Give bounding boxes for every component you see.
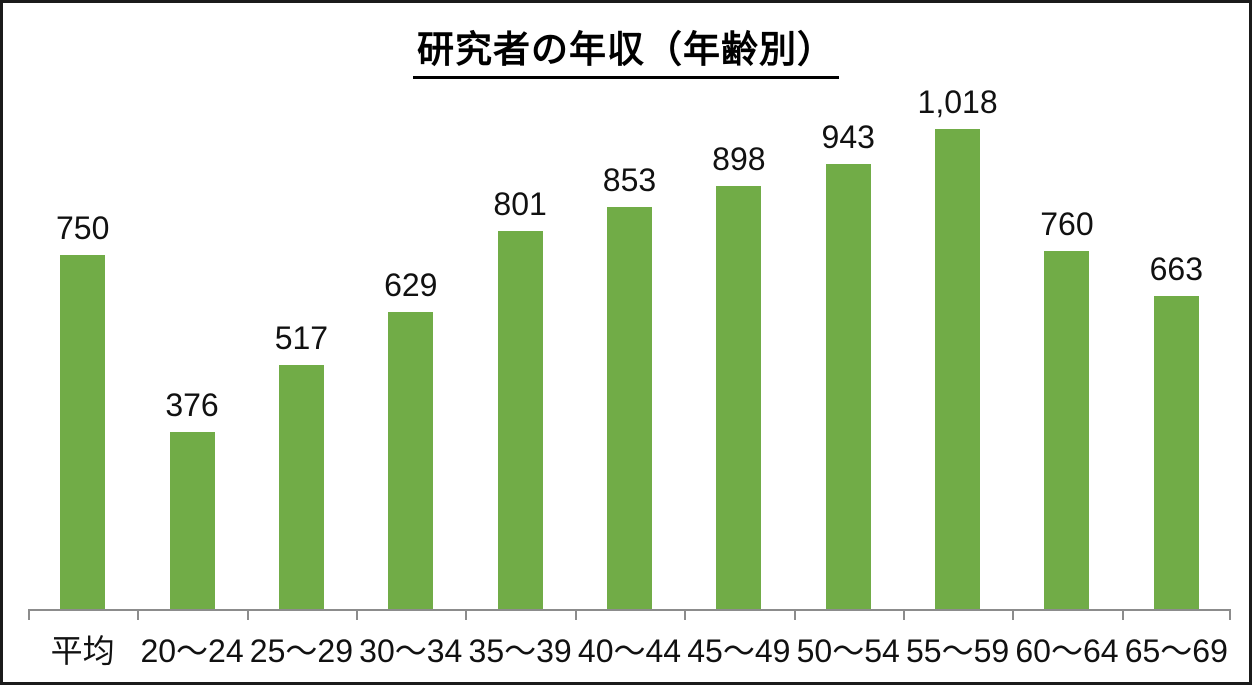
bar	[388, 312, 434, 609]
x-axis-label: 30～34	[359, 633, 463, 669]
x-axis-label: 50～54	[796, 633, 900, 669]
bar	[607, 207, 652, 609]
x-axis-tick	[684, 611, 686, 620]
x-axis-line	[28, 609, 1231, 611]
x-axis-tick	[247, 611, 249, 620]
x-axis-tick	[1122, 611, 1124, 620]
x-axis-label: 25～29	[249, 633, 353, 669]
bar-value-label: 750	[55, 210, 110, 246]
bar	[716, 186, 762, 609]
bar-value-label: 1,018	[917, 84, 998, 120]
x-axis-tick	[356, 611, 358, 620]
x-axis-tick	[1229, 611, 1231, 620]
x-axis-label: 55～59	[905, 633, 1010, 669]
chart-stage: 研究者の年収（年齢別） 750 平均 376 20～24 517 25～29 629 30～3…	[3, 3, 1249, 682]
x-axis-label: 40～44	[577, 633, 682, 669]
bar-value-label: 760	[1040, 206, 1094, 242]
x-axis-tick	[903, 611, 905, 620]
bar	[278, 365, 324, 609]
x-axis-label: 45～49	[687, 633, 791, 669]
bar-value-label: 663	[1149, 251, 1203, 287]
bar	[169, 432, 215, 609]
bar	[825, 164, 871, 609]
x-axis-tick	[465, 611, 467, 620]
x-axis-tick	[28, 611, 30, 620]
x-axis-tick	[794, 611, 796, 620]
bar-value-label: 801	[493, 186, 547, 222]
bar-value-label: 898	[712, 141, 766, 177]
x-axis-tick	[575, 611, 577, 620]
plot-area: 750 平均 376 20～24 517 25～29 629 30～34 801 35～39 853…	[28, 84, 1231, 669]
x-axis-label: 60～64	[1015, 633, 1119, 669]
bar-value-label: 517	[274, 320, 329, 356]
x-axis-label: 平均	[50, 633, 115, 669]
x-axis-label: 65～69	[1124, 633, 1228, 669]
bar	[935, 129, 981, 609]
bar-value-label: 943	[821, 119, 875, 155]
bar-value-label: 629	[384, 267, 438, 303]
bar	[1044, 251, 1090, 609]
bar-value-label: 376	[165, 387, 219, 423]
x-axis-label: 35～39	[468, 633, 572, 669]
chart-title: 研究者の年収（年齢別）	[413, 19, 839, 79]
x-axis-label: 20～24	[140, 633, 244, 669]
bar-value-label: 853	[602, 162, 657, 198]
bar	[60, 255, 106, 609]
x-axis-tick	[1012, 611, 1014, 620]
bar	[497, 231, 543, 609]
bar	[1153, 296, 1199, 609]
x-axis-tick	[137, 611, 139, 620]
